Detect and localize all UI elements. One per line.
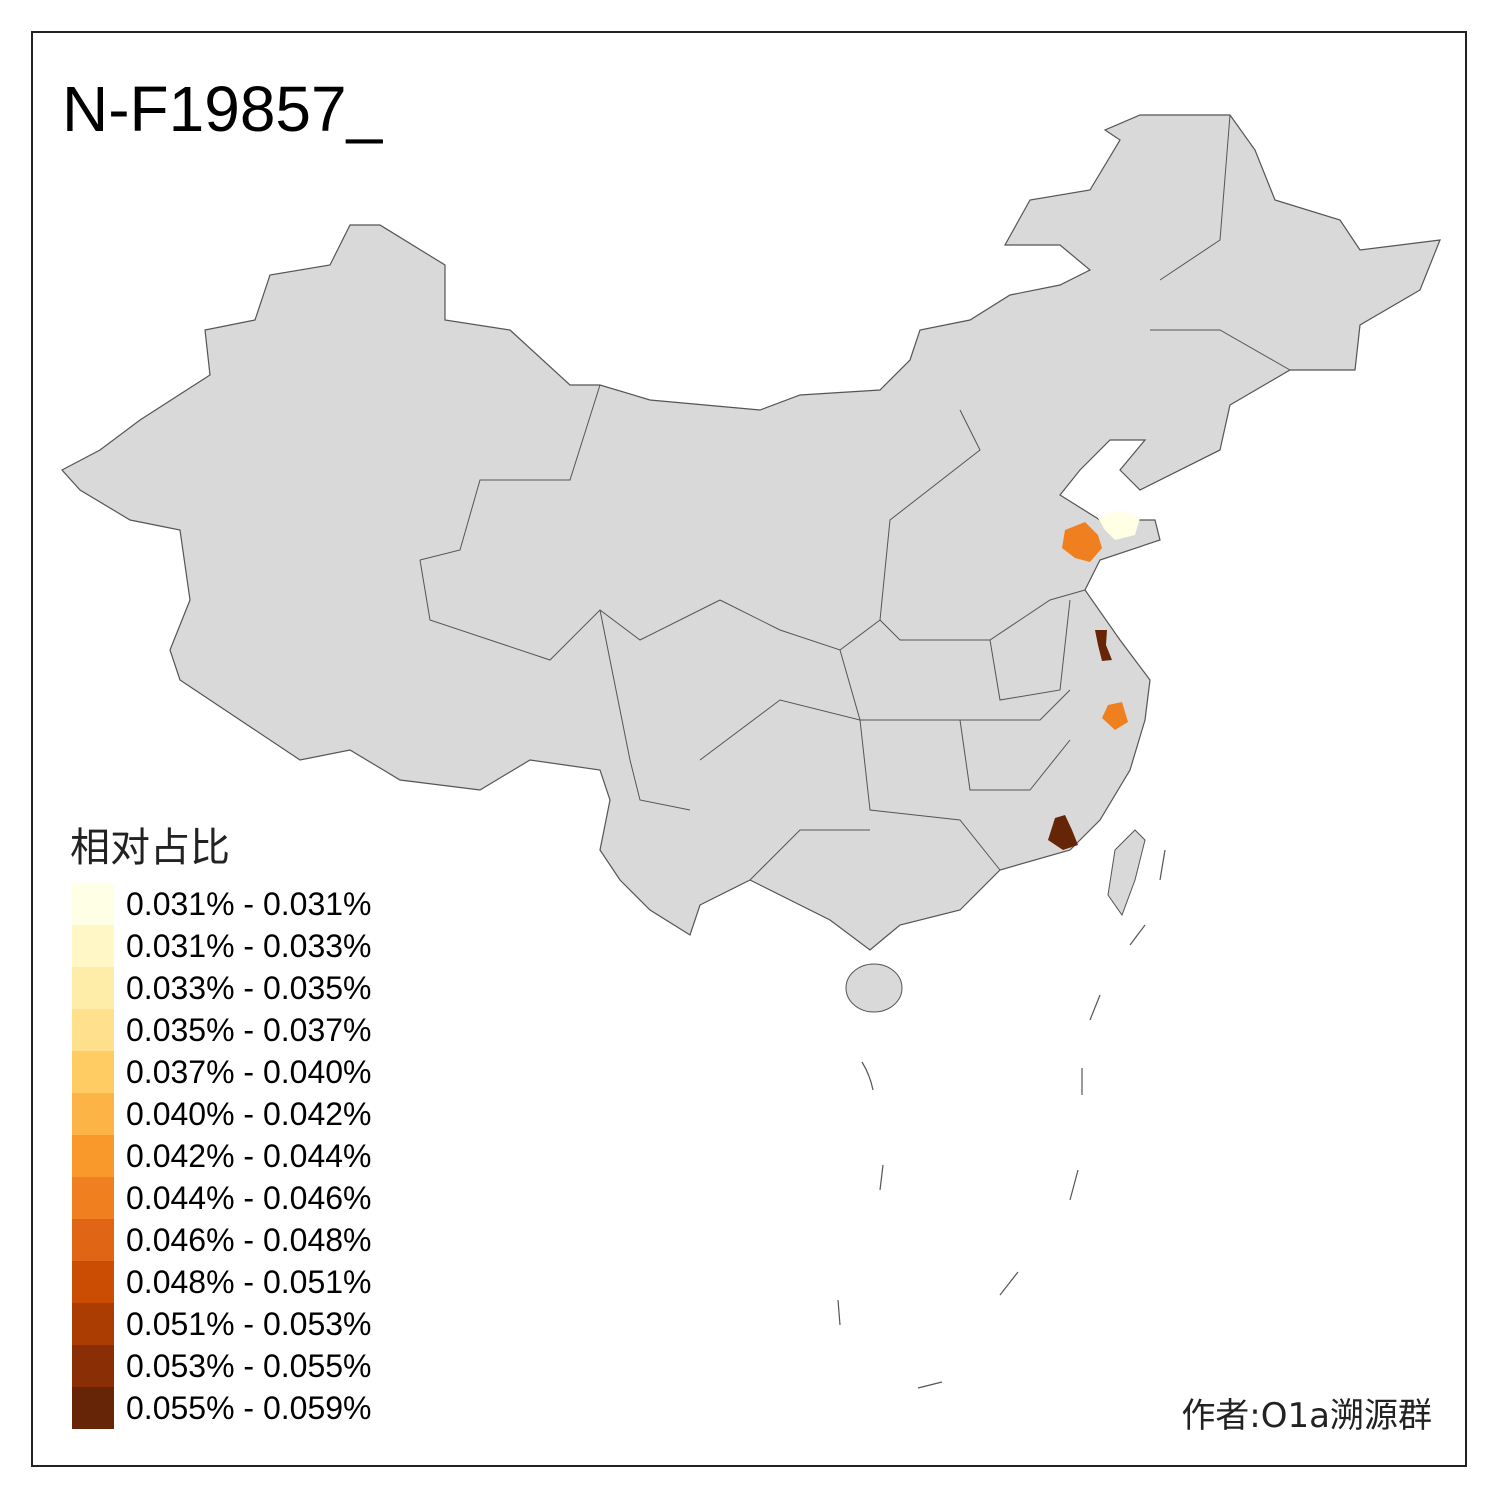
legend-item: 0.031% - 0.031%: [72, 883, 372, 925]
legend-label: 0.044% - 0.046%: [126, 1179, 372, 1216]
legend-swatch: [72, 925, 114, 967]
china-mainland: [61, 114, 1441, 951]
legend-swatch: [72, 1345, 114, 1387]
region-fujian: [1048, 815, 1078, 850]
legend-label: 0.048% - 0.051%: [126, 1263, 372, 1300]
legend-item: 0.042% - 0.044%: [72, 1135, 372, 1177]
legend-swatch: [72, 1219, 114, 1261]
region-shandong-east: [1098, 510, 1140, 540]
legend-item: 0.055% - 0.059%: [72, 1387, 372, 1429]
legend-label: 0.051% - 0.053%: [126, 1305, 372, 1342]
legend-swatch: [72, 1177, 114, 1219]
region-jiangsu: [1095, 630, 1112, 661]
legend-item: 0.053% - 0.055%: [72, 1345, 372, 1387]
legend-label: 0.031% - 0.033%: [126, 927, 372, 964]
legend-label: 0.053% - 0.055%: [126, 1347, 372, 1384]
taiwan-island: [1107, 829, 1146, 917]
legend-label: 0.042% - 0.044%: [126, 1137, 372, 1174]
map-title: N-F19857_: [62, 73, 383, 145]
legend-item: 0.033% - 0.035%: [72, 967, 372, 1009]
legend-item: 0.037% - 0.040%: [72, 1051, 372, 1093]
legend-swatch: [72, 967, 114, 1009]
legend-label: 0.037% - 0.040%: [126, 1053, 372, 1090]
legend-label: 0.055% - 0.059%: [126, 1389, 372, 1426]
south-sea-islands: [837, 849, 1166, 1389]
legend-label: 0.031% - 0.031%: [126, 885, 372, 922]
legend-swatch: [72, 1387, 114, 1429]
legend-label: 0.046% - 0.048%: [126, 1221, 372, 1258]
region-zhejiang: [1102, 702, 1128, 730]
legend-item: 0.044% - 0.046%: [72, 1177, 372, 1219]
legend-title: 相对占比: [70, 825, 230, 871]
legend-item: 0.046% - 0.048%: [72, 1219, 372, 1261]
legend-item: 0.040% - 0.042%: [72, 1093, 372, 1135]
legend-label: 0.033% - 0.035%: [126, 969, 372, 1006]
region-shandong-west: [1062, 522, 1102, 562]
legend-swatch: [72, 1303, 114, 1345]
legend-label: 0.040% - 0.042%: [126, 1095, 372, 1132]
legend-swatch: [72, 1135, 114, 1177]
legend-swatch: [72, 883, 114, 925]
legend-item: 0.048% - 0.051%: [72, 1261, 372, 1303]
legend-item: 0.051% - 0.053%: [72, 1303, 372, 1345]
province-borders: [419, 114, 1291, 881]
legend: 0.031% - 0.031% 0.031% - 0.033% 0.033% - 0…: [72, 883, 372, 1429]
legend-swatch: [72, 1051, 114, 1093]
legend-item: 0.031% - 0.033%: [72, 925, 372, 967]
hainan-island: [845, 963, 903, 1013]
map-frame: [31, 31, 1467, 1467]
legend-swatch: [72, 1009, 114, 1051]
legend-swatch: [72, 1261, 114, 1303]
legend-item: 0.035% - 0.037%: [72, 1009, 372, 1051]
author-credit: 作者:O1a溯源群: [1181, 1396, 1432, 1436]
legend-swatch: [72, 1093, 114, 1135]
legend-label: 0.035% - 0.037%: [126, 1011, 372, 1048]
